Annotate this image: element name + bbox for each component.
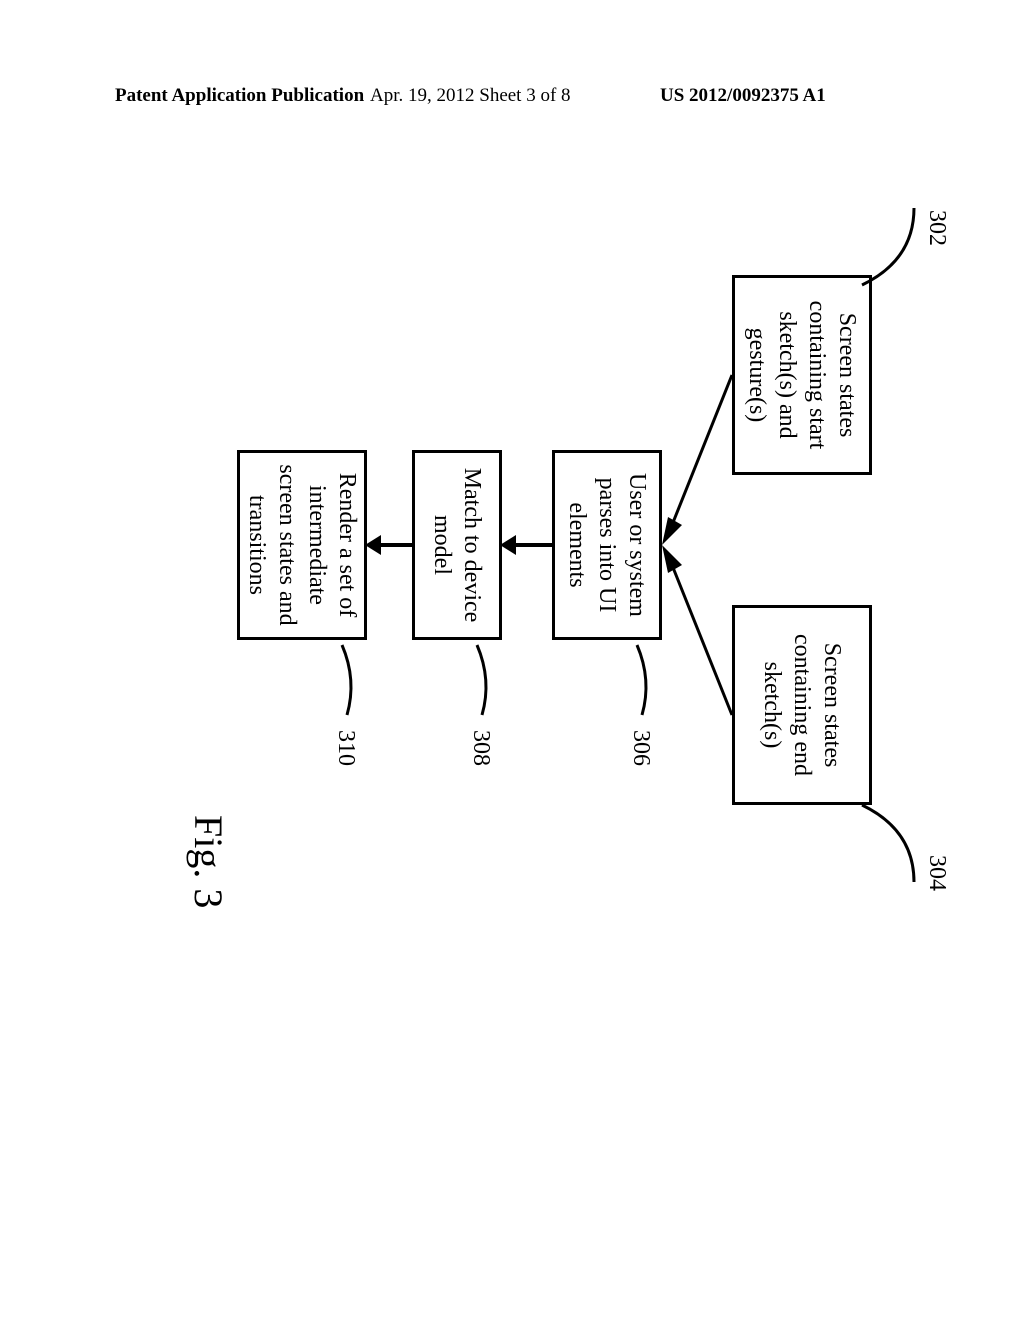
node-text: Match to device model bbox=[427, 461, 487, 629]
ref-label-306: 306 bbox=[627, 730, 654, 766]
leader-302 bbox=[857, 205, 917, 295]
node-screen-states-start: Screen states containing start sketch(s)… bbox=[732, 275, 872, 475]
figure-label: Fig. 3 bbox=[185, 815, 232, 908]
node-text: User or system parses into UI elements bbox=[562, 461, 652, 629]
flowchart: Screen states containing start sketch(s)… bbox=[52, 275, 872, 995]
ref-label-302: 302 bbox=[923, 210, 950, 246]
node-text: Screen states containing start sketch(s)… bbox=[742, 286, 862, 464]
node-parse-ui: User or system parses into UI elements bbox=[552, 450, 662, 640]
page: Patent Application Publication Apr. 19, … bbox=[0, 0, 1024, 1320]
node-render: Render a set of intermediate screen stat… bbox=[237, 450, 367, 640]
ref-label-304: 304 bbox=[923, 855, 950, 891]
node-screen-states-end: Screen states containing end sketch(s) bbox=[732, 605, 872, 805]
leader-310 bbox=[327, 640, 357, 720]
ref-label-308: 308 bbox=[467, 730, 494, 766]
edge-308-310-line bbox=[379, 543, 412, 547]
edge-306-308-line bbox=[514, 543, 552, 547]
leader-306 bbox=[622, 640, 652, 720]
header-pubnumber: US 2012/0092375 A1 bbox=[660, 85, 826, 107]
leader-304 bbox=[857, 795, 917, 885]
node-text: Screen states containing end sketch(s) bbox=[757, 616, 847, 794]
header-publication: Patent Application Publication bbox=[115, 85, 364, 107]
node-text: Render a set of intermediate screen stat… bbox=[242, 461, 362, 629]
header-date-sheet: Apr. 19, 2012 Sheet 3 of 8 bbox=[370, 85, 571, 107]
node-match-model: Match to device model bbox=[412, 450, 502, 640]
ref-label-310: 310 bbox=[332, 730, 359, 766]
leader-308 bbox=[462, 640, 492, 720]
edge-304-306 bbox=[662, 545, 732, 715]
edge-306-308-head bbox=[500, 535, 516, 555]
edge-302-306 bbox=[662, 375, 732, 545]
edge-308-310-head bbox=[365, 535, 381, 555]
